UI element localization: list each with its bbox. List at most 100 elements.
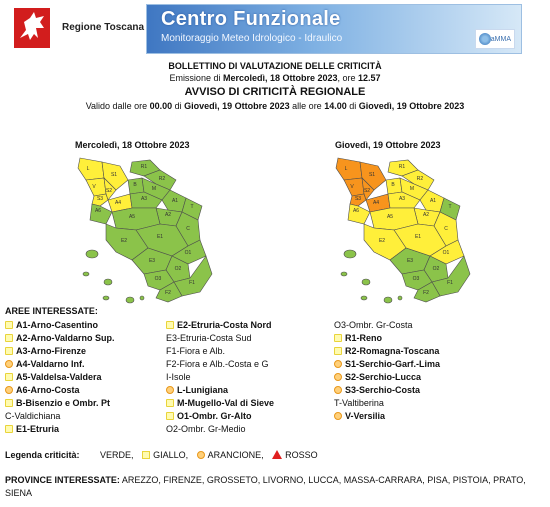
yellow-marker-icon	[5, 373, 13, 381]
zone-code-A6: A6	[95, 208, 101, 214]
area-item: F1-Fiora e Alb.	[166, 345, 225, 358]
province-list: AREZZO, FIRENZE, GROSSETO, LIVORNO, LUCC…	[5, 475, 526, 498]
valid-d: di	[346, 101, 359, 111]
zone-code-A3: A3	[399, 196, 405, 202]
zone-code-A6: A6	[353, 208, 359, 214]
map-left-title: Mercoledì, 18 Ottobre 2023	[75, 140, 190, 150]
area-label: S2-Serchio-Lucca	[345, 372, 422, 382]
area-item: V-Versilia	[334, 410, 385, 423]
area-label: C-Valdichiana	[5, 411, 61, 421]
zone-code-A1: A1	[172, 198, 178, 204]
zone-V	[85, 177, 107, 197]
island-2	[360, 295, 368, 301]
yellow-marker-icon	[5, 347, 13, 355]
zone-S3	[91, 193, 109, 207]
valid-from-time: 00.00	[149, 101, 173, 111]
area-item: S1-Serchio-Garf.-Lima	[334, 358, 440, 371]
area-item: M-Mugello-Val di Sieve	[166, 397, 274, 410]
area-item: F2-Fiora e Alb.-Costa e G	[166, 358, 269, 371]
zone-code-R2: R2	[417, 176, 424, 182]
zone-code-F2: F2	[165, 290, 171, 296]
area-item: A2-Arno-Valdarno Sup.	[5, 332, 115, 345]
zone-code-T: T	[190, 204, 193, 210]
valid-c: alle ore	[289, 101, 325, 111]
aree-title: AREE INTERESSATE:	[5, 306, 98, 316]
yellow-marker-icon	[5, 321, 13, 329]
zone-code-S1: S1	[111, 172, 117, 178]
yellow-marker-icon	[166, 321, 174, 329]
zone-code-A5: A5	[387, 214, 393, 220]
zone-code-E3: E3	[149, 258, 155, 264]
zone-code-A2: A2	[165, 212, 171, 218]
area-label: V-Versilia	[345, 411, 386, 421]
lamma-icon	[479, 33, 491, 45]
area-label: R1-Reno	[345, 333, 383, 343]
zone-A3	[129, 191, 163, 209]
area-item: A4-Valdarno Inf.	[5, 358, 85, 371]
yellow-marker-icon	[5, 399, 13, 407]
zone-code-L: L	[87, 166, 90, 172]
yellow-marker-icon	[334, 334, 342, 342]
zone-code-C: C	[186, 226, 190, 232]
island-3	[383, 296, 393, 304]
zone-code-S2: S2	[364, 188, 370, 194]
zone-code-O1: O1	[443, 250, 450, 256]
zone-code-E3: E3	[407, 258, 413, 264]
emission-prefix: Emissione di	[169, 73, 223, 83]
valid-b: di	[172, 101, 185, 111]
area-label: M-Mugello-Val di Sieve	[177, 398, 275, 408]
zone-code-V: V	[92, 184, 96, 190]
area-item: T-Valtiberina	[334, 397, 384, 410]
zone-code-F1: F1	[189, 280, 195, 286]
zone-code-C: C	[444, 226, 448, 232]
area-label: A2-Arno-Valdarno Sup.	[16, 333, 115, 343]
area-label: F2-Fiora e Alb.-Costa e G	[166, 359, 269, 369]
island-1	[361, 278, 371, 286]
area-label: E2-Etruria-Costa Nord	[177, 320, 272, 330]
map-right-title: Giovedì, 19 Ottobre 2023	[335, 140, 441, 150]
zone-S1	[359, 161, 387, 191]
avviso-title: AVVISO DI CRITICITÀ REGIONALE	[184, 86, 366, 98]
zone-L	[77, 157, 105, 181]
zone-code-O1: O1	[185, 250, 192, 256]
yellow-marker-icon	[334, 347, 342, 355]
area-item: A6-Arno-Costa	[5, 384, 80, 397]
zone-code-E1: E1	[157, 234, 163, 240]
legend-title: Legenda criticità:	[5, 450, 80, 460]
yellow-marker-icon	[166, 399, 174, 407]
zone-code-A4: A4	[115, 200, 121, 206]
area-label: A3-Arno-Firenze	[16, 346, 87, 356]
zone-code-E2: E2	[379, 238, 385, 244]
area-item: E3-Etruria-Costa Sud	[166, 332, 252, 345]
zone-code-M: M	[152, 186, 156, 192]
zone-code-A4: A4	[373, 200, 379, 206]
island-5	[397, 295, 403, 301]
orange-marker-icon	[5, 360, 13, 368]
zone-F2	[413, 281, 441, 303]
area-label: T-Valtiberina	[334, 398, 384, 408]
zone-A6	[89, 203, 113, 225]
zone-code-E1: E1	[415, 234, 421, 240]
area-label: E3-Etruria-Costa Sud	[166, 333, 252, 343]
legend-orange-icon	[196, 451, 205, 459]
area-item: O2-Ombr. Gr-Medio	[166, 423, 246, 436]
zone-code-S2: S2	[106, 188, 112, 194]
zone-A3	[387, 191, 421, 209]
legend-yellow-icon	[142, 451, 151, 459]
zone-A6	[347, 203, 371, 225]
legend-red-triangle-icon	[272, 450, 283, 459]
area-label: L-Lunigiana	[177, 385, 228, 395]
area-item: A5-Valdelsa-Valdera	[5, 371, 102, 384]
area-item: O1-Ombr. Gr-Alto	[166, 410, 252, 423]
region-name: Regione Toscana	[62, 22, 145, 33]
yellow-marker-icon	[5, 425, 13, 433]
area-label: O1-Ombr. Gr-Alto	[177, 411, 252, 421]
province-label: PROVINCE INTERESSATE:	[5, 475, 120, 485]
area-item: S2-Serchio-Lucca	[334, 371, 421, 384]
zone-code-B: B	[391, 182, 395, 188]
emission-line: Emissione di Mercoledì, 18 Ottobre 2023,…	[0, 73, 550, 83]
orange-marker-icon	[5, 386, 13, 394]
zone-code-A2: A2	[423, 212, 429, 218]
area-label: O2-Ombr. Gr-Medio	[166, 424, 246, 434]
island-0	[85, 249, 99, 259]
